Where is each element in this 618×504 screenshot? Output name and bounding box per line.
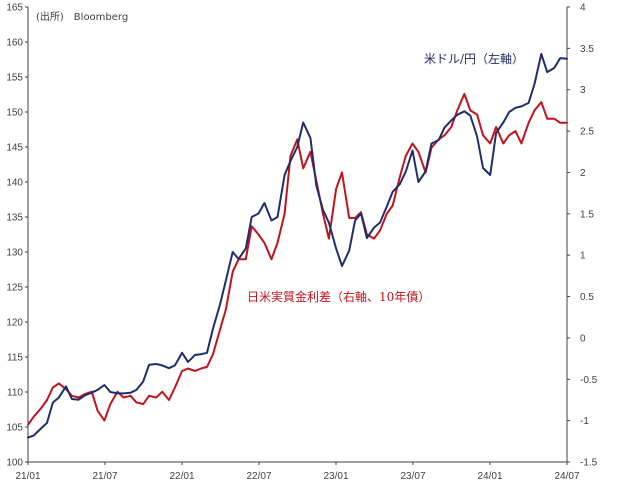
x-tick-label: 21/01 — [15, 471, 40, 482]
legend-real-rate-label: 日米実質金利差（右軸、10年債） — [247, 289, 430, 304]
right-tick-label: 3 — [580, 85, 586, 96]
usdjpy-line — [27, 52, 568, 439]
left-tick-label: 160 — [6, 38, 23, 49]
left-tick-label: 145 — [6, 143, 23, 154]
left-tick-label: 100 — [6, 458, 23, 469]
x-tick-label: 23/01 — [323, 471, 348, 482]
legend-usdjpy-label: 米ドル/円（左軸） — [424, 51, 524, 66]
right-tick-label: 0 — [580, 333, 586, 344]
right-tick-label: 2.5 — [580, 127, 594, 138]
left-tick-label: 165 — [6, 3, 23, 14]
right-tick-label: -1 — [580, 416, 589, 427]
right-tick-label: -1.5 — [580, 458, 598, 469]
right-tick-label: 1 — [580, 251, 586, 262]
left-tick-label: 135 — [6, 213, 23, 224]
x-tick-label: 22/07 — [246, 471, 271, 482]
source-note: (出所) Bloomberg — [36, 10, 128, 23]
x-tick-label: 21/07 — [92, 471, 117, 482]
series-lines — [27, 52, 568, 439]
left-tick-label: 155 — [6, 73, 23, 84]
right-tick-label: 3.5 — [580, 44, 594, 55]
right-tick-label: 0.5 — [580, 292, 594, 303]
left-tick-label: 110 — [7, 388, 23, 399]
right-tick-label: 4 — [580, 3, 586, 14]
x-tick-label: 22/01 — [169, 471, 194, 482]
right-tick-label: 1.5 — [580, 209, 594, 220]
axes: 1001051101151201251301351401451501551601… — [6, 3, 597, 483]
x-tick-label: 24/07 — [554, 471, 579, 482]
x-tick-label: 23/07 — [400, 471, 425, 482]
left-tick-label: 150 — [6, 108, 23, 119]
left-tick-label: 115 — [7, 353, 23, 364]
left-tick-label: 130 — [6, 248, 23, 259]
left-tick-label: 140 — [6, 178, 23, 189]
right-tick-label: 2 — [580, 168, 586, 179]
left-tick-label: 105 — [6, 423, 23, 434]
x-tick-label: 24/01 — [477, 471, 502, 482]
right-tick-label: -0.5 — [580, 375, 598, 386]
left-tick-label: 120 — [6, 318, 23, 329]
real-rate-diff-line — [27, 92, 568, 426]
left-tick-label: 125 — [6, 283, 23, 294]
